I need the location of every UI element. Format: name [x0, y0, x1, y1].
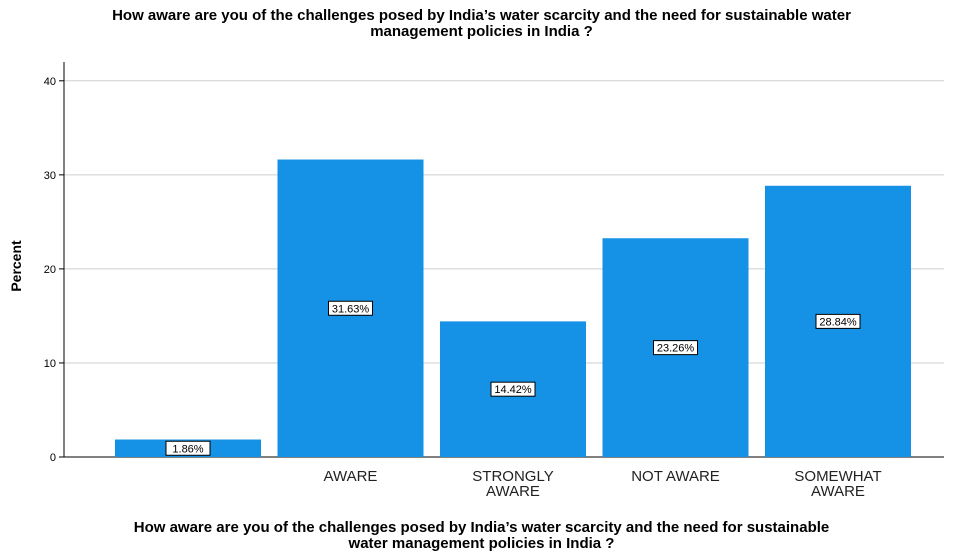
- x-axis-title-line-2: water management policies in India ?: [348, 535, 615, 552]
- y-tick-label: 10: [44, 358, 56, 370]
- x-axis-title: How aware are you of the challenges pose…: [0, 520, 963, 552]
- y-tick-label: 40: [44, 76, 56, 88]
- chart-title-line-1: How aware are you of the challenges pose…: [112, 7, 851, 24]
- chart-title: How aware are you of the challenges pose…: [0, 8, 963, 40]
- data-labels: 1.86% 31.63% 14.42% 23.26% 28.84%: [165, 300, 861, 456]
- y-axis-label: Percent: [8, 240, 24, 292]
- y-tick-label: 0: [50, 452, 56, 464]
- data-label-group: 14.42%: [490, 381, 536, 397]
- data-label-group: 31.63%: [328, 300, 373, 316]
- category-label: NOT AWARE: [631, 468, 720, 485]
- data-label-box: [165, 440, 211, 456]
- data-label: 1.86%: [172, 443, 203, 455]
- y-tick-label: 30: [44, 170, 56, 182]
- data-label-box: [815, 313, 861, 329]
- category-label: AWARE: [811, 483, 865, 500]
- category-label: AWARE: [486, 483, 540, 500]
- data-label-group: 23.26%: [653, 340, 698, 356]
- data-label: 31.63%: [332, 303, 370, 315]
- category-label: SOMEWHAT: [794, 468, 881, 485]
- data-label: 28.84%: [819, 316, 857, 328]
- x-axis-title-line-1: How aware are you of the challenges pose…: [133, 519, 830, 536]
- data-label-group: 28.84%: [815, 313, 861, 329]
- chart-title-line-2: management policies in India ?: [370, 23, 593, 40]
- data-label: 23.26%: [657, 343, 695, 355]
- category-label: STRONGLY: [472, 468, 553, 485]
- category-label: AWARE: [324, 468, 378, 485]
- data-label-box: [490, 381, 536, 397]
- data-label-group: 1.86%: [165, 440, 211, 456]
- data-label: 14.42%: [494, 384, 532, 396]
- data-label-box: [653, 340, 698, 356]
- bars: [115, 159, 911, 457]
- y-tick-label: 20: [44, 264, 56, 276]
- data-label-box: [328, 300, 373, 316]
